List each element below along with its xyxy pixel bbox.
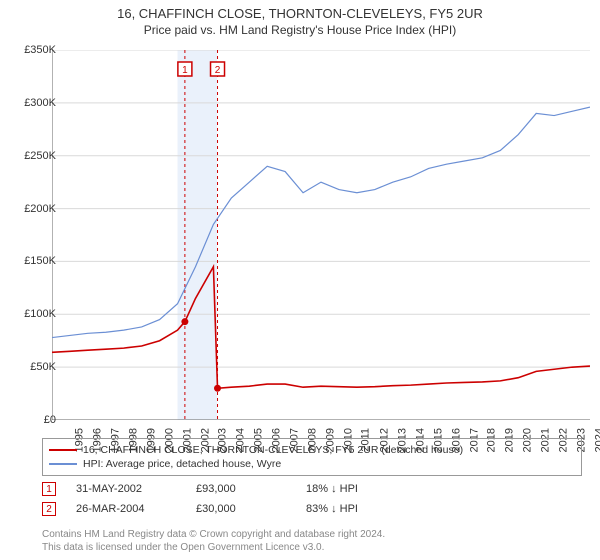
legend-swatch [49, 463, 77, 465]
y-tick-label: £350K [24, 44, 56, 56]
svg-text:2: 2 [215, 65, 221, 76]
chart-subtitle: Price paid vs. HM Land Registry's House … [0, 21, 600, 37]
chart-title: 16, CHAFFINCH CLOSE, THORNTON-CLEVELEYS,… [0, 0, 600, 21]
y-tick-label: £200K [24, 203, 56, 215]
legend: 16, CHAFFINCH CLOSE, THORNTON-CLEVELEYS,… [42, 438, 582, 476]
y-tick-label: £250K [24, 150, 56, 162]
event-delta: 18% ↓ HPI [306, 483, 426, 495]
chart-area: 12 [52, 50, 590, 420]
legend-row: 16, CHAFFINCH CLOSE, THORNTON-CLEVELEYS,… [49, 443, 575, 457]
legend-label: 16, CHAFFINCH CLOSE, THORNTON-CLEVELEYS,… [83, 444, 463, 456]
y-tick-label: £150K [24, 255, 56, 267]
event-delta: 83% ↓ HPI [306, 503, 426, 515]
event-price: £30,000 [196, 503, 306, 515]
event-date: 31-MAY-2002 [76, 483, 196, 495]
footer-attribution: Contains HM Land Registry data © Crown c… [42, 529, 385, 554]
event-price: £93,000 [196, 483, 306, 495]
event-row: 2 26-MAR-2004£30,00083% ↓ HPI [42, 500, 426, 518]
y-tick-label: £0 [44, 414, 56, 426]
event-row: 1 31-MAY-2002£93,00018% ↓ HPI [42, 480, 426, 498]
svg-text:1: 1 [182, 65, 188, 76]
legend-row: HPI: Average price, detached house, Wyre [49, 457, 575, 471]
chart-svg: 12 [52, 50, 590, 420]
y-tick-label: £300K [24, 97, 56, 109]
event-marker: 2 [42, 502, 56, 516]
legend-swatch [49, 449, 77, 451]
footer-line2: This data is licensed under the Open Gov… [42, 542, 385, 555]
event-marker: 1 [42, 482, 56, 496]
y-tick-label: £50K [30, 361, 56, 373]
x-tick-label: 2024 [594, 428, 600, 452]
y-tick-label: £100K [24, 308, 56, 320]
events-table: 1 31-MAY-2002£93,00018% ↓ HPI 2 26-MAR-2004… [42, 478, 426, 518]
event-date: 26-MAR-2004 [76, 503, 196, 515]
legend-label: HPI: Average price, detached house, Wyre [83, 458, 281, 470]
footer-line1: Contains HM Land Registry data © Crown c… [42, 529, 385, 542]
